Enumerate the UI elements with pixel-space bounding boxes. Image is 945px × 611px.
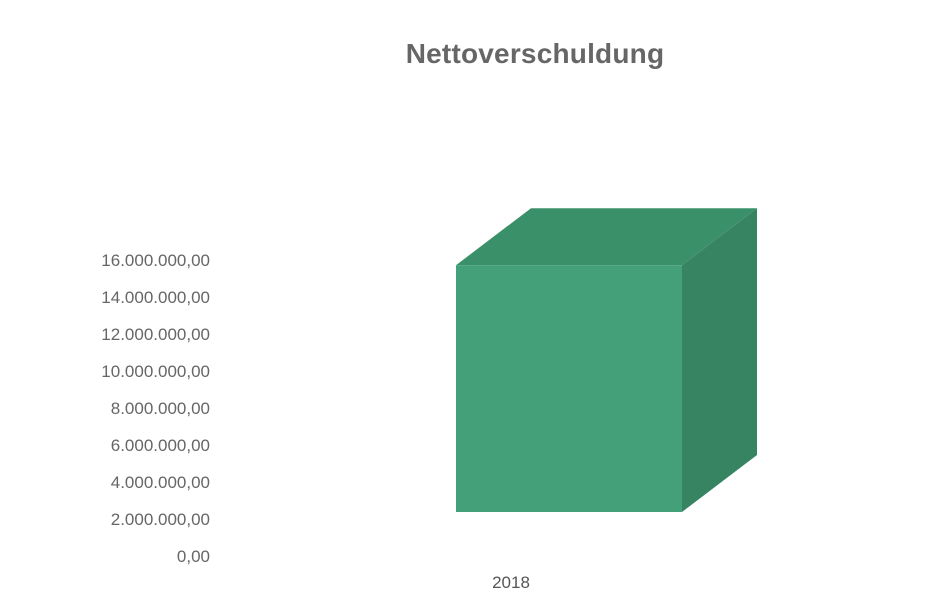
y-tick-label: 6.000.000,00: [111, 436, 210, 455]
y-axis: 0,00 2.000.000,00 4.000.000,00 6.000.000,00…: [101, 251, 210, 566]
chart-title: Nettoverschuldung: [405, 38, 665, 69]
y-tick-label: 10.000.000,00: [101, 362, 210, 381]
x-category-label: 2018: [492, 573, 530, 592]
bar-top-face: [456, 208, 757, 266]
y-tick-label: 4.000.000,00: [111, 473, 210, 492]
y-tick-label: 0,00: [177, 547, 210, 566]
x-axis: 2018: [492, 573, 530, 592]
y-tick-label: 16.000.000,00: [101, 251, 210, 270]
y-tick-label: 12.000.000,00: [101, 325, 210, 344]
y-tick-label: 14.000.000,00: [101, 288, 210, 307]
y-tick-label: 8.000.000,00: [111, 399, 210, 418]
y-tick-label: 2.000.000,00: [111, 510, 210, 529]
bar-side-face: [682, 208, 757, 512]
bar-front-face: [456, 265, 682, 512]
bars: [456, 208, 757, 512]
